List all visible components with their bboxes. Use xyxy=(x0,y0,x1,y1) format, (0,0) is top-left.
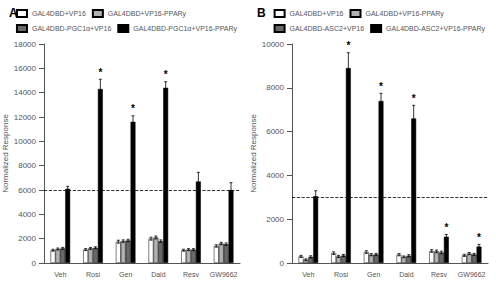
svg-text:6000: 6000 xyxy=(266,127,284,136)
svg-text:GAL4DBD+VP16: GAL4DBD+VP16 xyxy=(290,10,344,17)
svg-text:GAL4DBD+VP16-PPARy: GAL4DBD+VP16-PPARy xyxy=(366,10,445,18)
svg-text:0: 0 xyxy=(32,259,37,268)
svg-text:GW9662: GW9662 xyxy=(210,271,238,278)
svg-text:Resv: Resv xyxy=(183,271,199,278)
svg-text:16000: 16000 xyxy=(14,64,37,73)
svg-text:18000: 18000 xyxy=(14,40,37,49)
svg-text:GAL4DBD-ASC2+VP16: GAL4DBD-ASC2+VP16 xyxy=(290,25,365,32)
svg-text:Normalized Response: Normalized Response xyxy=(1,114,10,193)
svg-text:Veh: Veh xyxy=(302,271,314,278)
svg-text:Rosi: Rosi xyxy=(334,271,348,278)
svg-text:GAL4DBD+VP16-PPARy: GAL4DBD+VP16-PPARy xyxy=(108,10,187,18)
svg-text:Gen: Gen xyxy=(119,271,132,278)
svg-text:0: 0 xyxy=(280,259,285,268)
svg-text:Resv: Resv xyxy=(431,271,447,278)
svg-text:14000: 14000 xyxy=(14,88,37,97)
svg-text:GAL4DBD-PGC1α+VP16: GAL4DBD-PGC1α+VP16 xyxy=(32,25,111,32)
svg-text:4000: 4000 xyxy=(266,171,284,180)
svg-text:8000: 8000 xyxy=(18,161,36,170)
svg-text:*: * xyxy=(164,69,168,80)
svg-text:6000: 6000 xyxy=(18,186,36,195)
svg-text:10000: 10000 xyxy=(14,137,37,146)
svg-text:2000: 2000 xyxy=(18,234,36,243)
svg-text:8000: 8000 xyxy=(266,83,284,92)
svg-text:Gen: Gen xyxy=(367,271,380,278)
svg-text:GW9662: GW9662 xyxy=(458,271,486,278)
svg-text:Rosi: Rosi xyxy=(86,271,100,278)
svg-text:*: * xyxy=(131,103,135,114)
svg-text:*: * xyxy=(412,93,416,104)
svg-text:10000: 10000 xyxy=(262,40,285,49)
svg-text:Daid: Daid xyxy=(399,271,414,278)
svg-text:*: * xyxy=(379,81,383,92)
svg-text:*: * xyxy=(444,222,448,233)
svg-text:Veh: Veh xyxy=(54,271,66,278)
svg-text:12000: 12000 xyxy=(14,113,37,122)
svg-text:Daid: Daid xyxy=(151,271,166,278)
svg-text:*: * xyxy=(477,232,481,243)
svg-text:GAL4DBD-PGC1α+VP16-PPARy: GAL4DBD-PGC1α+VP16-PPARy xyxy=(133,25,237,33)
svg-text:GAL4DBD+VP16: GAL4DBD+VP16 xyxy=(32,10,86,17)
svg-text:B: B xyxy=(257,6,266,20)
svg-text:Normalized Response: Normalized Response xyxy=(249,114,258,193)
svg-text:2000: 2000 xyxy=(266,215,284,224)
svg-text:GAL4DBD-ASC2+VP16-PPARy: GAL4DBD-ASC2+VP16-PPARy xyxy=(386,25,485,33)
svg-text:*: * xyxy=(346,40,350,51)
svg-text:A: A xyxy=(9,6,18,20)
svg-text:4000: 4000 xyxy=(18,210,36,219)
svg-text:*: * xyxy=(98,67,102,78)
